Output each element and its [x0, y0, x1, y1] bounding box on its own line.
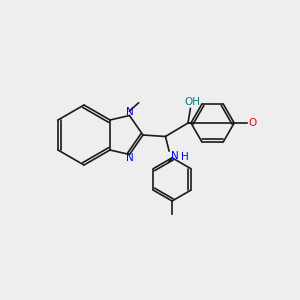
Text: N: N: [171, 151, 178, 161]
Text: O: O: [248, 118, 256, 128]
Text: OH: OH: [184, 97, 200, 107]
Text: N: N: [126, 107, 134, 117]
Text: N: N: [126, 153, 134, 163]
Text: H: H: [181, 152, 189, 163]
